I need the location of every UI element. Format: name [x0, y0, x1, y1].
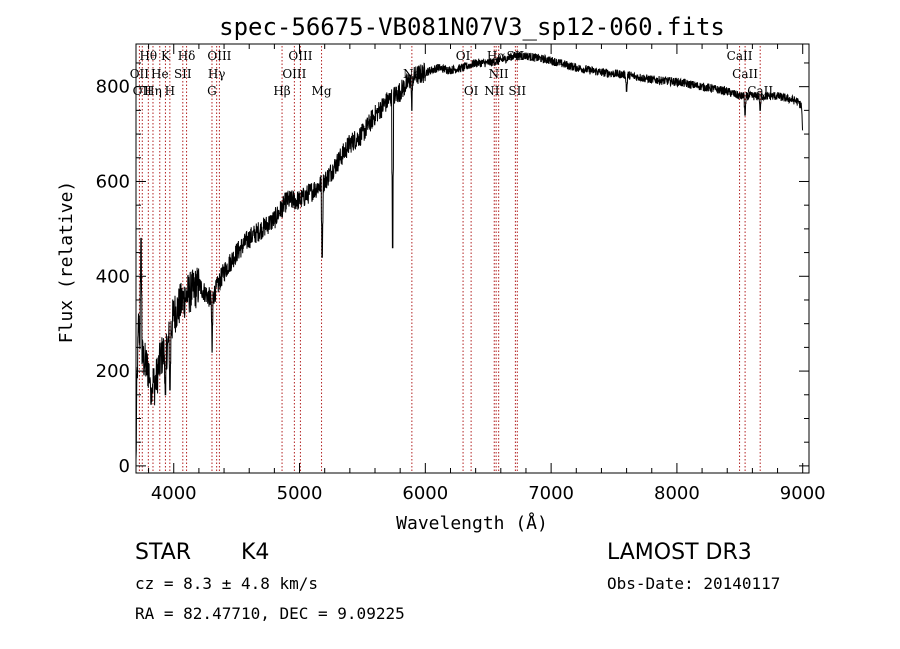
- y-axis-label: Flux (relative): [56, 181, 77, 344]
- spectral-line-label: OII: [130, 67, 150, 81]
- spectral-line-label: OI: [456, 49, 471, 63]
- spectral-line-label: OIII: [282, 67, 306, 81]
- spectral-line-label: Hδ: [178, 49, 196, 63]
- spectral-line-label: SII: [174, 67, 192, 81]
- y-tick-label: 0: [119, 456, 130, 477]
- spectral-line-label: H: [165, 84, 175, 98]
- spectral-line-label: OIII: [207, 49, 231, 63]
- y-tick-label: 800: [96, 77, 130, 98]
- spectral-line-label: Mg: [312, 84, 332, 98]
- spectral-line-label: OII: [133, 84, 153, 98]
- spectral-line-label: G: [207, 84, 217, 98]
- x-tick-label: 4000: [151, 483, 197, 504]
- spectral-line-label: CaII: [732, 67, 758, 81]
- y-tick-label: 600: [96, 171, 130, 192]
- plot-frame: [135, 43, 810, 474]
- spectral-line-label: NII: [484, 84, 504, 98]
- spectral-line-label: NII: [489, 67, 509, 81]
- x-axis-ticks: 4000 5000 6000 7000 8000 9000: [148, 44, 826, 504]
- spectral-line-label: K: [161, 49, 171, 63]
- chart-title: spec-56675-VB081N07V3_sp12-060.fits: [219, 13, 725, 41]
- y-tick-label: 200: [96, 361, 130, 382]
- spectrum-line: [135, 51, 804, 460]
- y-axis-ticks: 0 200 400 600 800: [96, 62, 809, 477]
- spectral-line-label: Hθ: [139, 49, 157, 63]
- spectral-line-label: Hγ: [208, 67, 226, 81]
- x-tick-label: 7000: [528, 483, 574, 504]
- x-tick-label: 5000: [277, 483, 323, 504]
- x-tick-label: 9000: [780, 483, 826, 504]
- x-tick-label: 8000: [654, 483, 700, 504]
- object-subclass: K4: [241, 540, 269, 565]
- redshift-cz: cz = 8.3 ± 4.8 km/s: [135, 574, 318, 593]
- spectrum-series: [135, 51, 804, 460]
- spectral-line-markers: [138, 46, 761, 473]
- spectral-line-label: OI: [464, 84, 479, 98]
- spectral-line-label: He: [151, 67, 169, 81]
- x-axis-label: Wavelength (Å): [396, 512, 548, 534]
- spectral-line-label: CaII: [727, 49, 753, 63]
- ra-dec-coordinates: RA = 82.47710, DEC = 9.09225: [135, 604, 405, 623]
- spectral-line-label: Hβ: [273, 84, 290, 98]
- survey-name: LAMOST DR3: [607, 540, 752, 565]
- spectral-line-label: SII: [508, 84, 526, 98]
- x-tick-label: 6000: [402, 483, 448, 504]
- observation-date: Obs-Date: 20140117: [607, 574, 780, 593]
- spectral-line-label: Hη: [144, 84, 162, 98]
- spectral-line-label: OIII: [288, 49, 312, 63]
- y-tick-label: 400: [96, 266, 130, 287]
- object-class: STAR: [135, 540, 191, 565]
